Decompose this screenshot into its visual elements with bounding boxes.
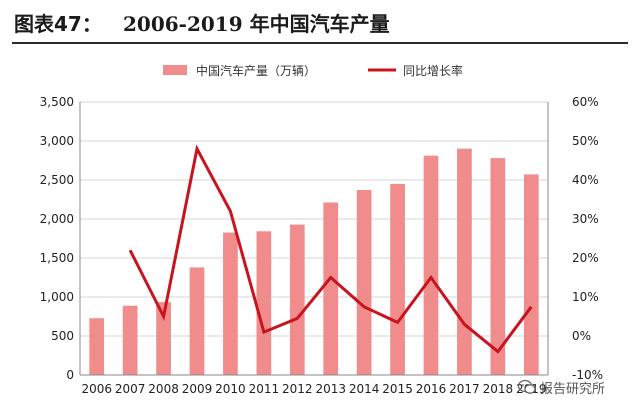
y-left-tick-label: 3,500 — [40, 95, 74, 109]
y-left-tick-label: 3,000 — [40, 134, 74, 148]
legend-label-production: 中国汽车产量（万辆） — [196, 63, 316, 78]
watermark: 报告研究所 — [517, 375, 606, 399]
y-right-tick-label: 10% — [572, 290, 599, 304]
bar-2017 — [457, 148, 472, 375]
axes: 0 500 1,000 1,500 2,000 2,500 3,000 3,500 -10% 0%… — [40, 95, 603, 396]
y-left-tick-label: 500 — [51, 329, 74, 343]
y-left-tick-label: 2,500 — [40, 173, 74, 187]
x-tick-label: 2018 — [483, 382, 514, 396]
bar-2016 — [423, 155, 439, 375]
title-divider — [12, 42, 628, 44]
x-tick-label: 2010 — [215, 382, 246, 396]
bar-2008 — [156, 302, 171, 375]
bar-2010 — [223, 232, 238, 375]
x-tick-label: 2008 — [148, 382, 179, 396]
legend-swatch-bar — [163, 65, 187, 75]
x-tick-label: 2009 — [182, 382, 213, 396]
bar-2015 — [390, 183, 405, 375]
wechat-icon — [517, 379, 536, 395]
bar-2018 — [490, 158, 506, 375]
x-tick-label: 2015 — [382, 382, 413, 396]
x-tick-label: 2017 — [449, 382, 480, 396]
bar-2019 — [523, 174, 539, 375]
y-right-tick-label: 60% — [572, 95, 599, 109]
watermark-text: 报告研究所 — [540, 381, 606, 397]
x-tick-label: 2011 — [249, 382, 280, 396]
y-left-tick-label: 0 — [66, 368, 74, 382]
bar-2013 — [323, 202, 339, 375]
x-tick-label: 2007 — [115, 382, 146, 396]
legend-label-growth: 同比增长率 — [403, 63, 463, 78]
legend: 中国汽车产量（万辆） 同比增长率 — [163, 63, 463, 78]
gridlines — [80, 101, 548, 337]
y-left-tick-label: 2,000 — [40, 212, 74, 226]
chart-title: 2006-2019 年中国汽车产量 — [123, 12, 390, 36]
title-bar: 图表47： 2006-2019 年中国汽车产量 — [0, 0, 640, 44]
bar-2014 — [356, 189, 372, 375]
y-right-tick-label: 40% — [572, 173, 599, 187]
y-left-tick-label: 1,000 — [40, 290, 74, 304]
bar-series — [89, 148, 539, 375]
line-series — [128, 144, 533, 354]
x-tick-label: 2016 — [416, 382, 447, 396]
y-right-tick-label: 20% — [572, 251, 599, 265]
x-tick-label: 2014 — [349, 382, 380, 396]
y-right-tick-label: 30% — [572, 212, 599, 226]
y-right-tick-label: 50% — [572, 134, 599, 148]
bar-2012 — [289, 224, 305, 375]
bar-2011 — [256, 231, 272, 375]
bar-2009 — [189, 267, 205, 375]
x-tick-label: 2006 — [81, 382, 112, 396]
x-tick-label: 2013 — [315, 382, 346, 396]
bar-2007 — [122, 305, 138, 375]
figure-number: 图表47： — [14, 12, 102, 36]
y-right-tick-label: -10% — [572, 368, 603, 382]
bar-2006 — [89, 318, 105, 375]
y-right-tick-label: 0% — [572, 329, 591, 343]
x-tick-label: 2012 — [282, 382, 313, 396]
y-left-tick-label: 1,500 — [40, 251, 74, 265]
